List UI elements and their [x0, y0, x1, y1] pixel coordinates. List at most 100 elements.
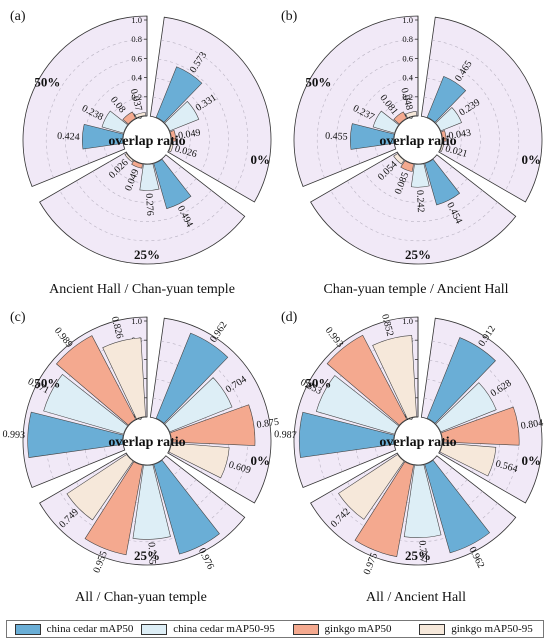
legend: china cedar mAP50 china cedar mAP50-95 g… — [6, 620, 544, 638]
group-label: 50% — [34, 376, 60, 391]
bar — [410, 163, 430, 188]
grid-arc — [160, 39, 249, 191]
center-label: overlap ratio — [379, 435, 456, 450]
group-label: 0% — [522, 453, 542, 468]
tick-label: 0.6 — [131, 53, 142, 63]
value-label: 0.276 — [143, 193, 155, 216]
bar — [405, 111, 417, 119]
value-label: 0.049 — [177, 127, 201, 141]
grid-arc — [355, 77, 419, 164]
grid-arc — [431, 340, 520, 492]
value-label: 0.048 — [398, 87, 414, 112]
bar — [435, 107, 462, 132]
grid-arc — [160, 340, 249, 492]
bar — [326, 334, 408, 426]
value-label: 0.962 — [208, 320, 229, 345]
bar — [439, 442, 497, 477]
grid-arc — [59, 491, 227, 543]
group-label: 50% — [305, 75, 331, 90]
bar — [168, 442, 230, 479]
legend-item: china cedar mAP50 — [7, 623, 141, 635]
radial-chart: 0.00.20.40.60.81.00.9120.6280.8040.5640%… — [274, 310, 544, 605]
bar — [164, 100, 200, 132]
bar — [338, 454, 405, 520]
grid-arc — [347, 180, 483, 222]
legend-swatch — [141, 623, 168, 635]
bar — [426, 337, 496, 424]
center-label: overlap ratio — [379, 134, 456, 149]
bar — [134, 112, 146, 119]
value-label: 0.037 — [128, 88, 144, 113]
bar — [440, 130, 447, 142]
bar — [426, 75, 467, 123]
tick-label: 0.2 — [402, 92, 413, 102]
group-sector — [310, 151, 517, 265]
subplot-title: All / Chan-yuan temple — [75, 590, 207, 605]
bar — [315, 375, 400, 435]
value-label: 0.826 — [109, 315, 125, 340]
bar — [122, 111, 137, 125]
group-label: 50% — [305, 376, 331, 391]
group-sector — [39, 151, 246, 265]
value-label: 0.852 — [379, 313, 395, 338]
legend-label: ginkgo mAP50 — [324, 623, 392, 635]
value-label: 0.975 — [362, 551, 380, 576]
legend-label: china cedar mAP50-95 — [173, 623, 275, 635]
tick-label: 0.6 — [402, 53, 413, 63]
bar — [435, 382, 497, 433]
group-label: 25% — [405, 548, 431, 563]
legend-item: ginkgo mAP50-95 — [409, 623, 543, 635]
center-label: overlap ratio — [108, 134, 185, 149]
grid-arc — [158, 58, 229, 181]
value-label: 0.987 — [274, 429, 297, 441]
value-label: 0.455 — [325, 131, 348, 143]
tick-label: 1.0 — [131, 15, 142, 25]
bar — [169, 404, 256, 446]
grid-arc — [336, 58, 419, 171]
tick-label: 0.2 — [131, 92, 142, 102]
bar — [350, 123, 395, 150]
bar — [400, 160, 414, 172]
legend-label: china cedar mAP50 — [46, 623, 134, 635]
legend-label: ginkgo mAP50-95 — [451, 623, 533, 635]
grid-arc — [76, 180, 212, 222]
grid-arc — [45, 38, 148, 178]
legend-item: ginkgo mAP50 — [275, 623, 409, 635]
grid-arc — [316, 38, 419, 178]
grid-arc — [426, 77, 481, 172]
panel-label: (d) — [281, 310, 298, 325]
subplot-title: All / Ancient Hall — [366, 590, 466, 605]
legend-swatch — [14, 623, 41, 635]
tick-label: 0.8 — [131, 34, 142, 44]
tick-label: 0.4 — [402, 73, 413, 83]
bar — [298, 411, 395, 458]
radial-chart: 0.00.20.40.60.81.00.5730.3310.0490.0260%… — [10, 9, 272, 297]
grid-arc — [92, 171, 197, 203]
bar — [131, 160, 143, 169]
value-label: 0.804 — [520, 418, 544, 432]
bar — [55, 335, 137, 426]
bar — [102, 337, 146, 420]
bar — [372, 110, 400, 134]
tick-label: 1.0 — [131, 316, 142, 326]
bar — [155, 332, 229, 424]
grid-arc — [155, 77, 210, 172]
bar — [27, 411, 124, 458]
grid-arc — [363, 171, 468, 203]
bar — [403, 464, 442, 538]
value-label: 0.976 — [196, 546, 216, 571]
group-label: 0% — [251, 453, 271, 468]
bar — [164, 377, 233, 433]
bar — [155, 66, 203, 123]
group-label: 50% — [34, 75, 60, 90]
value-label: 0.993 — [2, 429, 25, 441]
group-label: 0% — [522, 152, 542, 167]
subplot-title: Ancient Hall / Chan-yuan temple — [49, 282, 235, 297]
legend-swatch — [419, 623, 446, 635]
tick-label: 1.0 — [402, 316, 413, 326]
legend-item: china cedar mAP50-95 — [141, 623, 275, 635]
value-label: 0.757 — [416, 540, 428, 563]
legend-swatch — [292, 623, 319, 635]
value-label: 0.424 — [57, 131, 80, 143]
bar — [440, 406, 520, 446]
